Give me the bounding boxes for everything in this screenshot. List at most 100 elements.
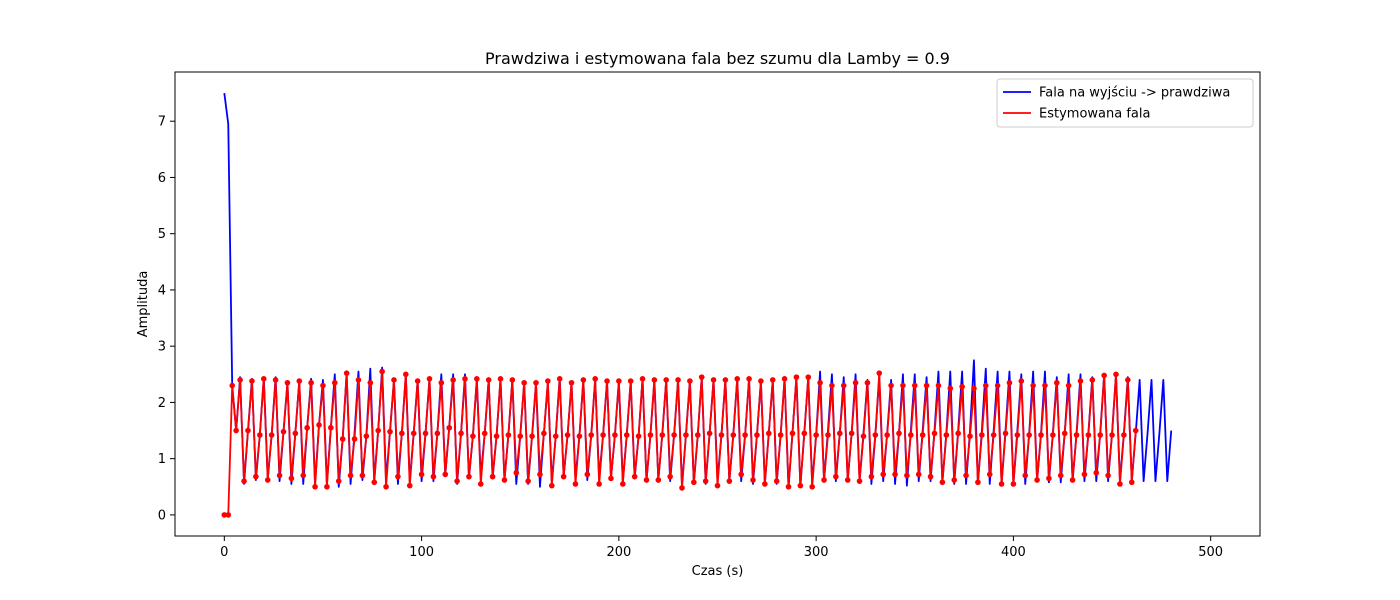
data-point [391, 377, 397, 383]
data-point [537, 471, 543, 478]
data-point [635, 433, 642, 439]
data-point [667, 473, 673, 480]
data-point [998, 481, 1005, 487]
data-point [608, 475, 614, 482]
data-point [1093, 469, 1100, 476]
data-point [1132, 427, 1139, 434]
data-point [975, 479, 981, 486]
data-point [868, 473, 875, 480]
data-point [414, 378, 421, 384]
data-point [971, 385, 977, 392]
series-layer [221, 92, 1173, 518]
data-point [659, 432, 666, 438]
legend: Fala na wyjściu -> prawdziwa Estymowana f… [996, 78, 1254, 128]
x-tick-label: 100 [409, 545, 434, 560]
data-point [462, 376, 468, 382]
data-point [347, 472, 354, 479]
data-point [367, 379, 374, 386]
data-point [1085, 432, 1092, 438]
data-point [434, 430, 441, 437]
series-2 [221, 368, 1139, 518]
data-point [675, 377, 681, 383]
data-point [545, 378, 551, 384]
data-point [541, 430, 547, 437]
y-tick-label: 3 [158, 340, 166, 355]
data-point [627, 378, 634, 384]
data-point [631, 473, 638, 480]
data-point [458, 430, 464, 437]
data-point [556, 376, 563, 382]
data-point [1054, 379, 1060, 386]
data-point [837, 430, 843, 437]
y-tick-label: 0 [158, 508, 166, 523]
data-point [773, 478, 780, 484]
data-point [718, 432, 725, 438]
data-point [446, 424, 453, 431]
y-tick-label: 5 [158, 227, 166, 242]
data-point [691, 479, 697, 486]
data-point [410, 430, 417, 437]
data-point [442, 471, 449, 478]
data-point [639, 376, 646, 382]
data-point [450, 377, 456, 383]
data-point [430, 473, 437, 480]
data-point [466, 473, 472, 480]
data-point [521, 379, 527, 386]
data-point [947, 385, 954, 392]
data-point [249, 378, 255, 384]
data-point [1014, 432, 1021, 438]
data-point [860, 433, 867, 439]
data-point [959, 383, 965, 390]
x-tick-label: 300 [804, 545, 829, 560]
data-point [1042, 382, 1048, 389]
data-point [296, 378, 303, 384]
data-point [477, 481, 484, 487]
data-point [229, 382, 236, 389]
data-point [1081, 471, 1088, 478]
data-point [1109, 432, 1115, 438]
legend-box [996, 78, 1254, 128]
data-point [588, 432, 595, 438]
data-point [292, 430, 299, 437]
data-point [335, 478, 342, 484]
data-point [923, 382, 930, 389]
data-point [375, 427, 381, 434]
data-point [481, 430, 488, 437]
data-point [833, 473, 839, 480]
data-point [576, 433, 583, 439]
data-point [371, 479, 378, 486]
legend-label: Fala na wyjściu -> prawdziwa [1039, 86, 1230, 101]
data-point [312, 483, 318, 490]
data-point [919, 432, 926, 438]
data-point [489, 473, 496, 480]
data-point [426, 376, 433, 382]
data-point [856, 478, 863, 484]
data-point [474, 376, 480, 382]
y-axis: 0 1 2 3 4 5 6 7 [158, 115, 175, 523]
data-point [454, 478, 460, 484]
legend-label: Estymowana fala [1039, 107, 1150, 122]
data-point [422, 430, 429, 437]
data-point [943, 432, 950, 438]
data-point [280, 428, 287, 435]
data-point [324, 483, 330, 490]
data-point [746, 376, 752, 382]
data-point [1125, 377, 1131, 383]
data-point [655, 477, 662, 483]
data-point [351, 436, 358, 442]
data-point [233, 427, 239, 434]
data-point [529, 433, 535, 439]
y-axis-label: Amplituda [136, 271, 151, 338]
data-point [403, 371, 409, 378]
data-point [840, 382, 847, 389]
data-point [671, 432, 677, 438]
data-point [754, 432, 760, 438]
data-point [604, 378, 610, 384]
data-point [821, 477, 827, 483]
data-point [616, 378, 622, 384]
data-point [872, 432, 879, 438]
data-point [1030, 382, 1036, 389]
data-point [1077, 378, 1084, 384]
data-point [1002, 430, 1009, 437]
x-tick-label: 0 [220, 545, 228, 560]
